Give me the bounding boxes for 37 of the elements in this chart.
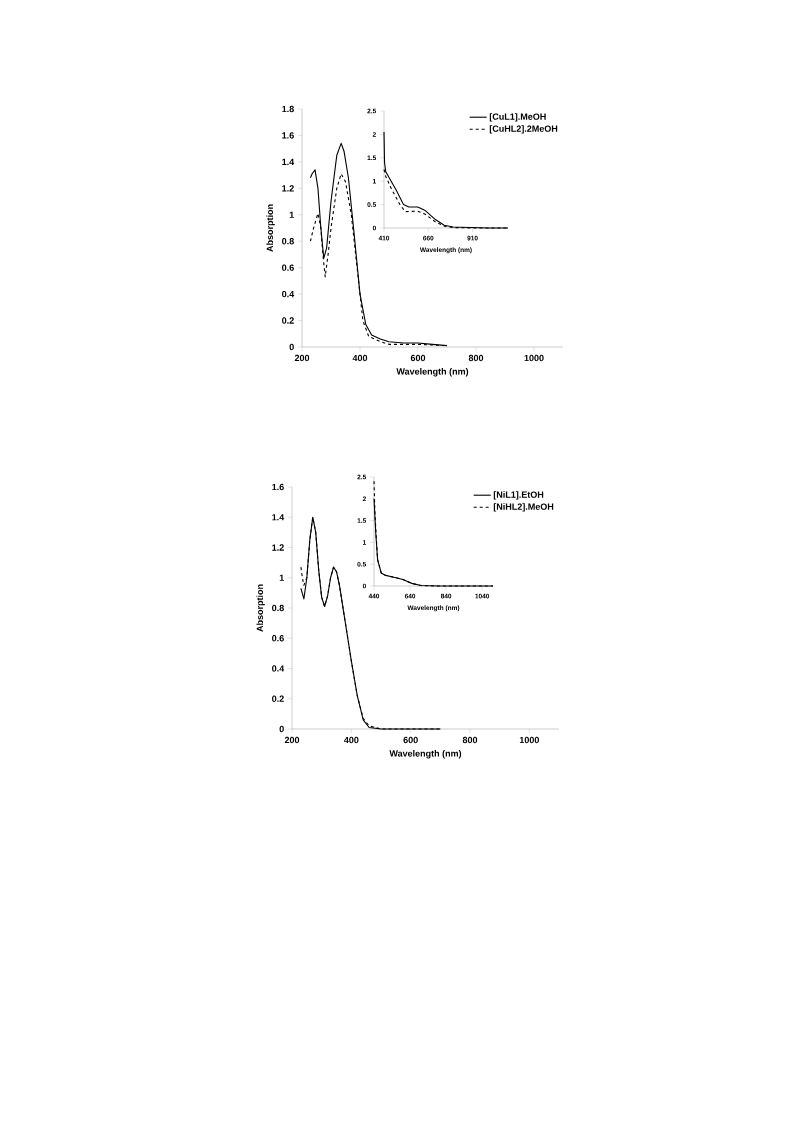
y-tick-label: 0.4 (272, 665, 285, 672)
y-axis-title: Absorption (266, 204, 275, 252)
y-tick-label: 0.4 (282, 290, 295, 298)
x-tick-label: 1000 (519, 736, 539, 744)
y-tick-label: 0.8 (282, 238, 294, 245)
x-tick-label: 800 (462, 736, 478, 744)
y-tick-label: 0 (279, 725, 284, 733)
y-tick-label: 0.2 (272, 695, 284, 702)
y-tick-label: 0.2 (282, 317, 294, 324)
y-tick-label: 1.2 (282, 185, 294, 192)
y-tick-label: 0.8 (272, 604, 284, 612)
y-tick-label: 1.4 (282, 158, 295, 165)
y-tick-label: 0.6 (272, 635, 284, 642)
legend-label: [CuL1].MeOH (489, 113, 546, 122)
x-axis-title: Wavelength (nm) (396, 368, 469, 377)
legend-label: [NiL1].EtOH (493, 491, 544, 500)
legend-label: [CuHL2].2MeOH (489, 125, 558, 134)
legend-label: [NiHL2].MeOH (493, 503, 554, 512)
y-tick-label: 0.6 (282, 264, 294, 271)
y-tick-label: 1.8 (282, 105, 294, 113)
x-axis-title: Wavelength (nm) (389, 750, 462, 759)
y-tick-label: 1.2 (272, 544, 284, 551)
x-tick-label: 200 (284, 736, 300, 744)
x-tick-label: 200 (294, 354, 310, 362)
x-tick-label: 600 (403, 736, 418, 744)
y-tick-label: 1.6 (272, 483, 284, 491)
x-tick-label: 800 (468, 354, 484, 362)
y-tick-label: 1.4 (272, 514, 285, 521)
x-tick-label: 1000 (524, 354, 544, 362)
y-tick-label: 1 (279, 574, 284, 581)
y-tick-label: 1 (289, 211, 294, 218)
y-tick-label: 0 (289, 343, 294, 351)
x-tick-label: 400 (352, 354, 368, 362)
y-axis-title: Absorption (256, 584, 265, 632)
y-tick-label: 1.6 (282, 132, 294, 139)
x-tick-label: 400 (343, 736, 359, 744)
x-tick-label: 600 (410, 354, 426, 362)
